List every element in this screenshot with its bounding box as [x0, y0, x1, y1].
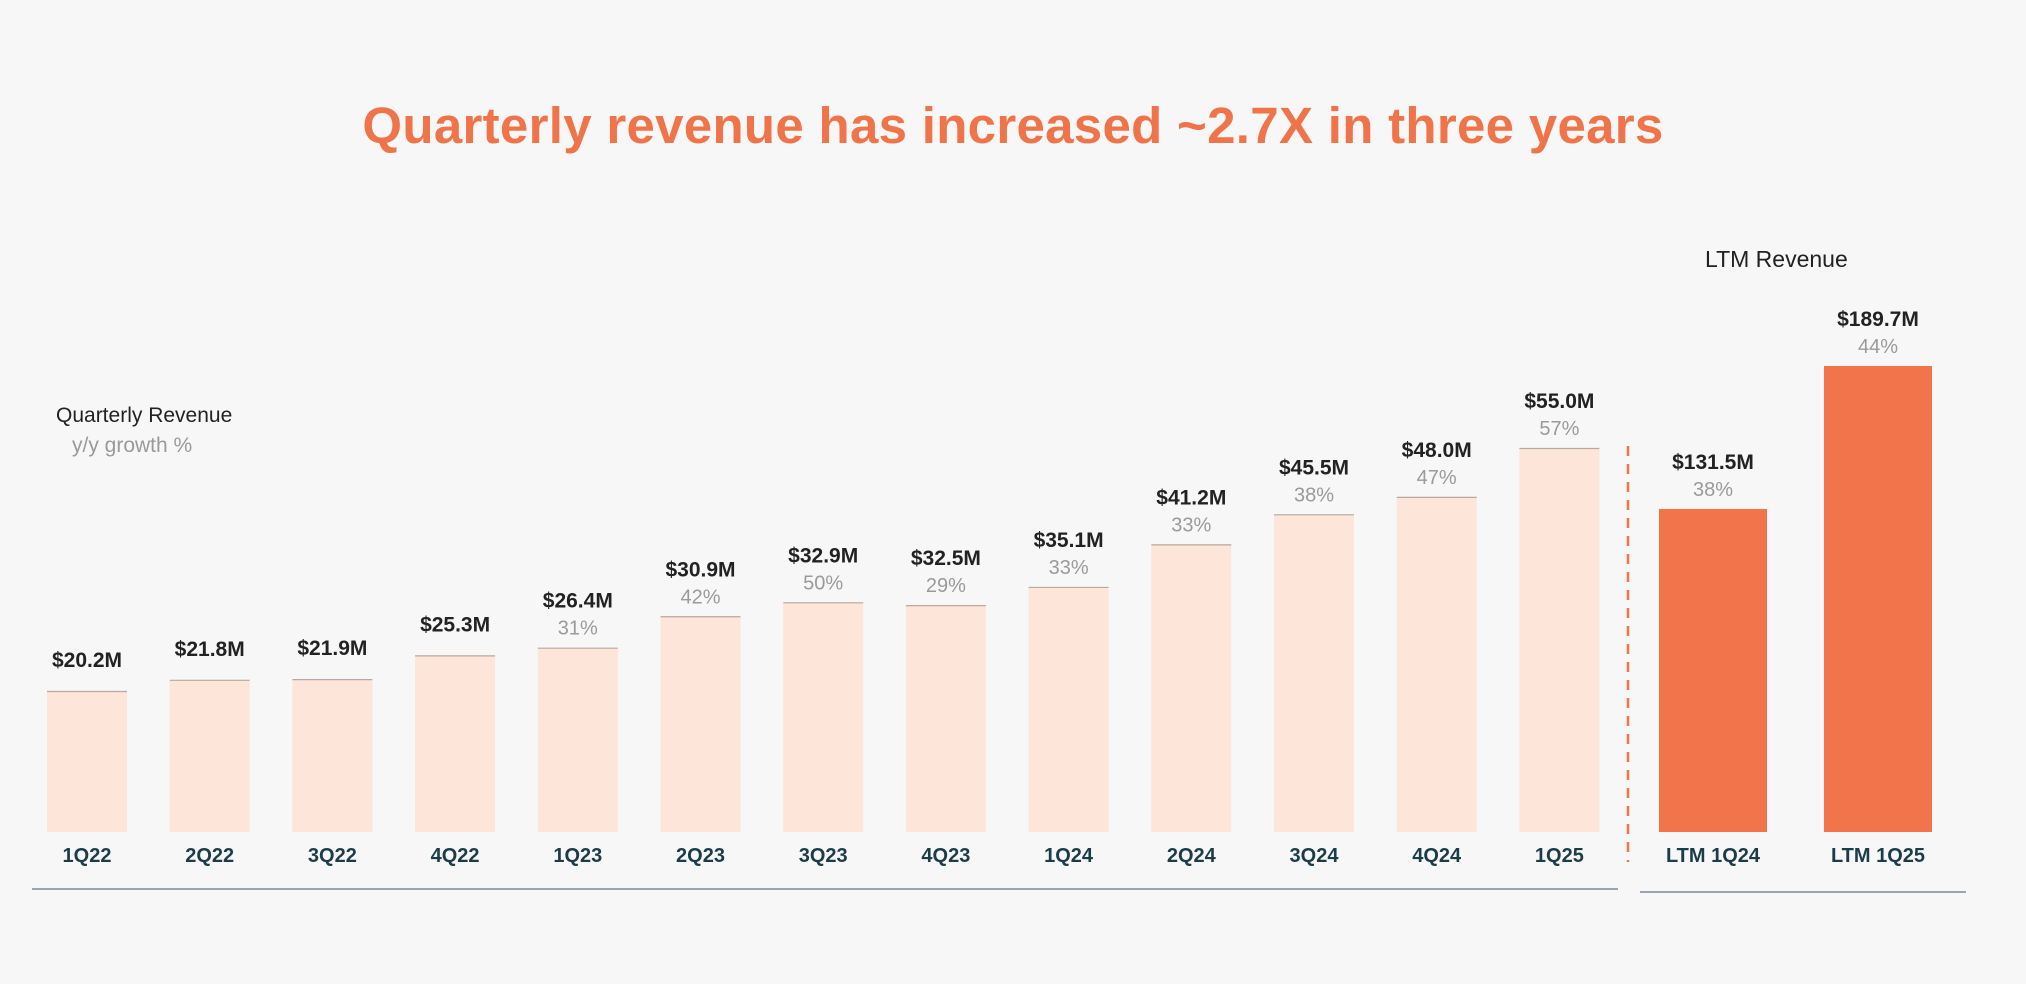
bar-growth-label: 33%: [1049, 557, 1089, 579]
bar-value-label: $131.5M: [1672, 451, 1754, 474]
category-label: 4Q23: [921, 845, 970, 867]
bar-value-label: $55.0M: [1524, 390, 1594, 413]
bar-value-label: $26.4M: [543, 590, 613, 613]
bar-growth-label: 44%: [1858, 336, 1898, 358]
bar-value-label: $32.9M: [788, 544, 858, 567]
category-label: 1Q22: [63, 845, 112, 867]
quarter-bar: [169, 679, 250, 832]
bar-growth-label: 50%: [803, 572, 843, 594]
bar-growth-label: 29%: [926, 575, 966, 597]
ltm-section-title: LTM Revenue: [1705, 246, 1848, 272]
quarter-bar: [1151, 544, 1232, 832]
category-label: 1Q24: [1044, 845, 1094, 867]
bar-growth-label: 38%: [1693, 479, 1733, 501]
legend-value-label: Quarterly Revenue: [56, 404, 233, 427]
bar-growth-label: 42%: [680, 586, 720, 608]
bar-value-label: $21.8M: [175, 638, 245, 661]
category-label: 4Q22: [431, 845, 480, 867]
bar-value-label: $41.2M: [1156, 486, 1226, 509]
category-label: 3Q22: [308, 845, 357, 867]
quarter-bar: [1519, 448, 1600, 832]
category-label: 2Q23: [676, 845, 725, 867]
category-label: 1Q23: [553, 845, 602, 867]
bar-value-label: $21.9M: [297, 637, 367, 660]
category-label: 1Q25: [1535, 845, 1584, 867]
category-label: 4Q24: [1412, 845, 1462, 867]
bar-value-label: $32.5M: [911, 547, 981, 570]
legend-growth-label: y/y growth %: [72, 434, 193, 457]
quarter-bar: [783, 602, 864, 832]
bar-value-label: $30.9M: [665, 558, 735, 581]
bar-value-label: $20.2M: [52, 649, 122, 672]
chart-title: Quarterly revenue has increased ~2.7X in…: [362, 97, 1664, 154]
bar-value-label: $35.1M: [1034, 529, 1104, 552]
bar-growth-label: 31%: [558, 618, 598, 640]
quarter-bar: [1396, 496, 1477, 832]
bar-value-label: $25.3M: [420, 613, 490, 636]
bar-value-label: $48.0M: [1402, 439, 1472, 462]
quarter-bar: [415, 655, 496, 832]
ltm-bar: [1824, 366, 1932, 832]
ltm-bar: [1659, 508, 1767, 832]
bar-value-label: $45.5M: [1279, 456, 1349, 479]
category-label: LTM 1Q24: [1666, 845, 1761, 867]
quarter-bar: [905, 605, 986, 832]
category-label: 2Q22: [185, 845, 234, 867]
quarter-bar: [660, 616, 741, 832]
quarter-bar: [1028, 586, 1109, 832]
category-label: 3Q23: [799, 845, 848, 867]
category-label: 3Q24: [1290, 845, 1340, 867]
quarter-bar: [1274, 514, 1354, 832]
category-label: LTM 1Q25: [1831, 845, 1925, 867]
category-label: 2Q24: [1167, 845, 1217, 867]
bar-growth-label: 57%: [1539, 418, 1579, 440]
quarter-bar: [292, 679, 373, 832]
bar-value-label: $189.7M: [1837, 308, 1919, 331]
bar-growth-label: 47%: [1417, 467, 1457, 489]
quarter-bar: [47, 690, 127, 832]
bar-growth-label: 33%: [1171, 514, 1211, 536]
bar-growth-label: 38%: [1294, 484, 1334, 506]
quarter-bar: [537, 647, 618, 832]
